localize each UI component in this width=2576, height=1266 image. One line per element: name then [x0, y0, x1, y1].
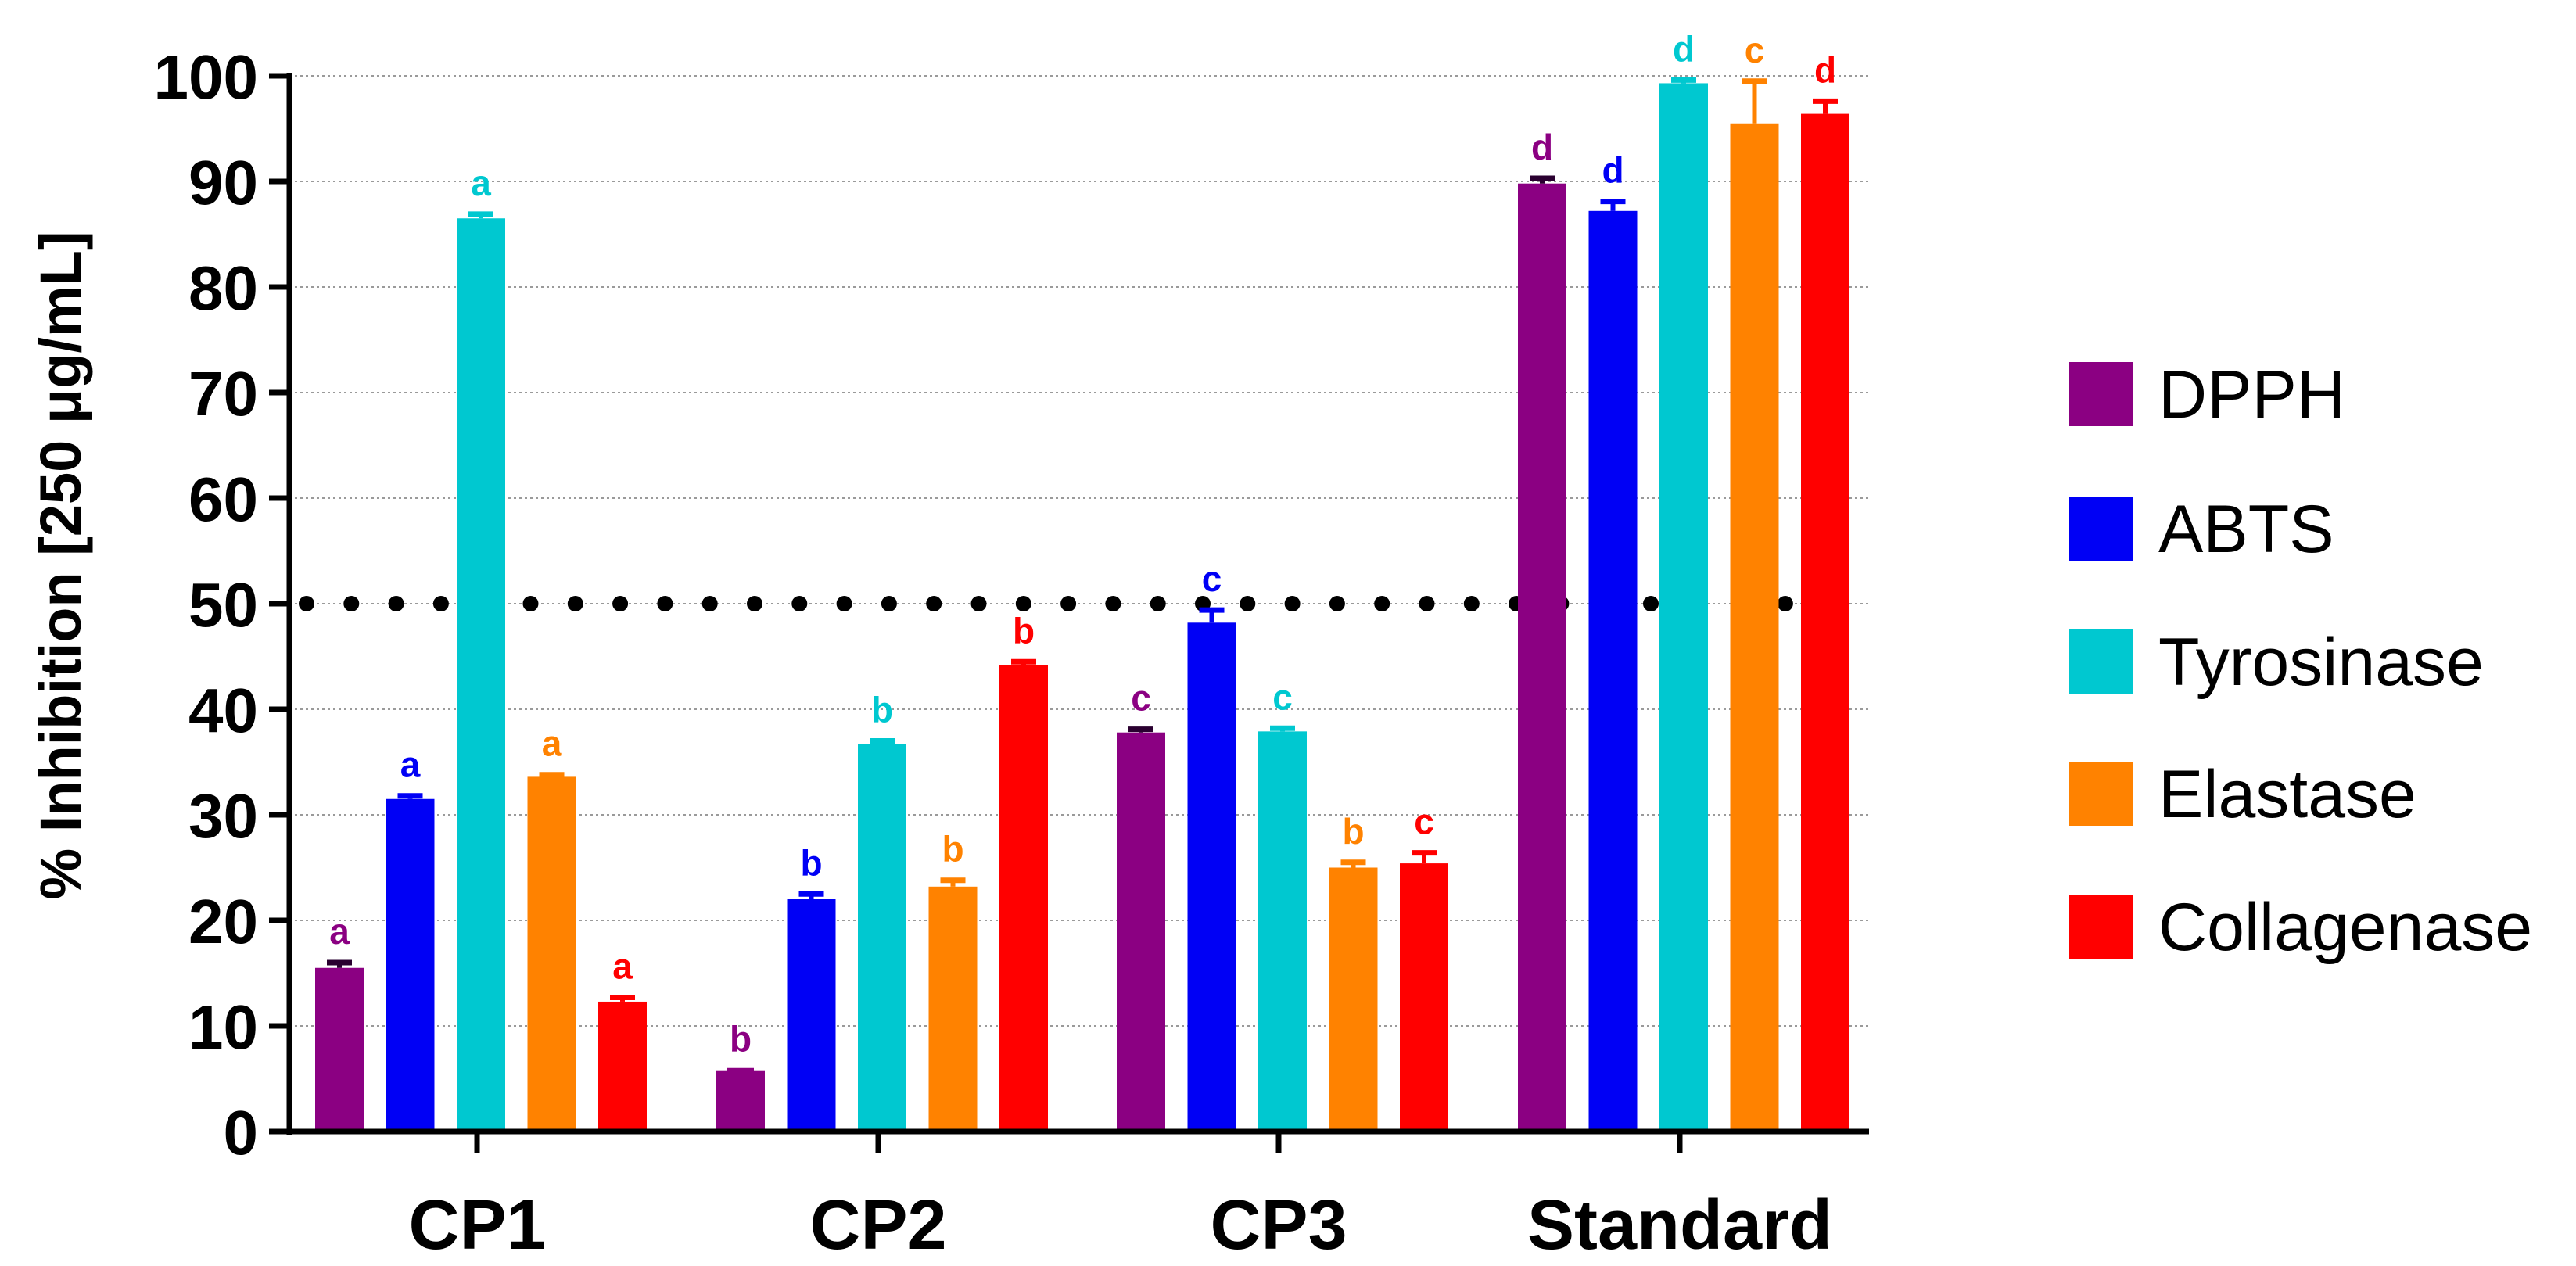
- bar: [315, 967, 364, 1132]
- legend-swatch: [2069, 497, 2133, 561]
- significance-letter: b: [1013, 610, 1035, 651]
- legend-label: DPPH: [2158, 357, 2345, 432]
- y-tick-label: 100: [154, 42, 258, 112]
- bar: [1659, 83, 1708, 1132]
- significance-letter: a: [542, 723, 562, 764]
- bar: [527, 776, 576, 1132]
- legend-swatch: [2069, 895, 2133, 959]
- legend-label: Collagenase: [2158, 890, 2532, 965]
- bar: [1518, 183, 1566, 1132]
- x-tick-label: CP2: [809, 1186, 946, 1264]
- significance-letter: c: [1414, 802, 1434, 842]
- bar: [1258, 731, 1307, 1132]
- significance-letter: b: [730, 1019, 752, 1060]
- significance-letter: d: [1673, 28, 1695, 69]
- bar: [858, 744, 906, 1132]
- legend: DPPH ABTS Tyrosinase Elastase Collagenase: [2069, 357, 2532, 965]
- bar: [598, 1001, 647, 1132]
- significance-letter: b: [800, 842, 822, 883]
- bar: [1588, 210, 1638, 1132]
- bar: [716, 1070, 765, 1132]
- y-tick-label: 90: [188, 148, 258, 217]
- x-tick-label: Standard: [1527, 1186, 1832, 1264]
- y-tick-label: 10: [188, 992, 258, 1062]
- y-tick-label: 70: [188, 359, 258, 429]
- y-tick-label: 0: [224, 1098, 259, 1167]
- bar: [386, 798, 435, 1132]
- legend-swatch: [2069, 762, 2133, 826]
- gridlines: [289, 75, 1869, 1027]
- significance-letter: d: [1814, 49, 1836, 90]
- y-tick-label: 20: [188, 887, 258, 956]
- bar: [457, 218, 505, 1132]
- significance-letter: c: [1202, 558, 1222, 599]
- bar: [999, 665, 1048, 1132]
- bar: [1801, 113, 1849, 1132]
- y-tick-label: 50: [188, 570, 258, 640]
- y-tick-label: 80: [188, 253, 258, 323]
- significance-letter: b: [942, 829, 963, 870]
- x-ticks-group: CP1 CP2 CP3 Standard: [408, 1132, 1832, 1264]
- legend-swatch: [2069, 362, 2133, 426]
- bar: [1329, 867, 1378, 1132]
- significance-letter: b: [871, 690, 893, 730]
- x-tick-label: CP3: [1210, 1186, 1347, 1264]
- bar: [928, 886, 978, 1132]
- x-tick-label: CP1: [408, 1186, 545, 1264]
- legend-swatch: [2069, 629, 2133, 694]
- bar: [1117, 732, 1165, 1132]
- significance-letter: d: [1531, 127, 1553, 167]
- bar: [1187, 622, 1236, 1132]
- bar: [787, 899, 836, 1132]
- significance-letter: a: [471, 163, 491, 203]
- significance-letter: a: [400, 744, 421, 785]
- legend-label: Elastase: [2158, 757, 2416, 832]
- y-axis-label: % Inhibition [250 μg/mL]: [28, 231, 93, 899]
- bar: [1730, 123, 1779, 1132]
- legend-label: ABTS: [2158, 492, 2334, 567]
- y-tick-label: 30: [188, 781, 258, 851]
- y-tick-label: 40: [188, 676, 258, 745]
- legend-label: Tyrosinase: [2158, 625, 2484, 700]
- significance-letter: c: [1745, 30, 1765, 70]
- significance-letter: c: [1131, 678, 1151, 719]
- significance-letter: a: [612, 946, 633, 987]
- significance-letter: b: [1342, 811, 1364, 852]
- bars-group: a b c d a b c d a b c d a b b c a b c d: [315, 28, 1849, 1132]
- significance-letter: c: [1272, 676, 1293, 717]
- significance-letter: d: [1602, 150, 1623, 191]
- y-tick-label: 60: [188, 464, 258, 534]
- significance-letter: a: [329, 911, 350, 952]
- bar: [1400, 863, 1448, 1132]
- y-ticks-group: 0 10 20 30 40 50 60 70 80 90 100: [154, 42, 289, 1167]
